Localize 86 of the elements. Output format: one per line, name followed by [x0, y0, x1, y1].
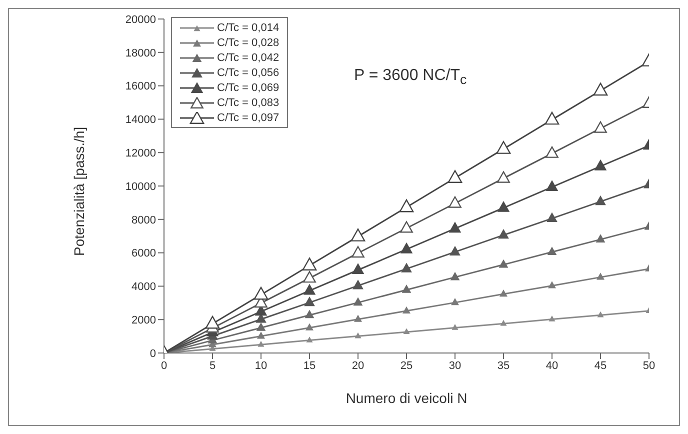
- x-axis-title: Numero di veicoli N: [346, 390, 468, 406]
- y-tick-label: 16000: [125, 80, 156, 93]
- point: [451, 298, 459, 306]
- point: [548, 247, 556, 256]
- point: [498, 202, 510, 212]
- point: [452, 324, 458, 330]
- point: [303, 271, 316, 283]
- y-tick-label: 6000: [132, 248, 156, 260]
- point: [595, 196, 606, 206]
- point: [400, 242, 412, 254]
- point: [258, 342, 264, 347]
- point: [350, 228, 366, 242]
- x-tick-label: 25: [400, 360, 413, 372]
- point: [352, 264, 364, 274]
- point: [549, 316, 555, 322]
- point: [596, 234, 605, 242]
- legend-label: C/Tc = 0,083: [217, 96, 280, 108]
- y-tick-label: 12000: [125, 148, 156, 160]
- y-tick-label: 14000: [125, 114, 156, 126]
- x-tick-label: 10: [254, 360, 268, 372]
- x-tick-label: 0: [160, 360, 168, 372]
- legend-label: C/Tc = 0,056: [217, 66, 280, 78]
- point: [400, 221, 413, 233]
- point: [355, 333, 361, 338]
- point: [205, 316, 220, 329]
- point: [450, 246, 460, 256]
- point: [598, 312, 604, 318]
- point: [352, 246, 364, 258]
- y-tick-label: 20000: [125, 14, 156, 26]
- y-tick-label: 10000: [125, 180, 156, 193]
- point: [548, 282, 556, 288]
- annotation: P = 3600 NC/T$_{c}$: [354, 67, 467, 88]
- y-tick-label: 0: [150, 348, 156, 360]
- point: [304, 297, 315, 306]
- point: [497, 171, 510, 183]
- legend-label: C/Tc = 0,014: [217, 22, 280, 34]
- point: [401, 263, 412, 272]
- point: [305, 310, 314, 318]
- x-tick-label: 15: [303, 360, 316, 372]
- legend-label: C/Tc = 0,069: [217, 82, 280, 94]
- x-tick-label: 30: [448, 360, 462, 372]
- x-tick-label: 5: [209, 360, 216, 372]
- point: [304, 284, 316, 295]
- point: [354, 315, 362, 322]
- y-tick-label: 18000: [125, 47, 156, 60]
- x-tick-label: 45: [594, 360, 607, 372]
- point: [399, 199, 414, 212]
- legend-label: C/Tc = 0,028: [217, 36, 280, 48]
- point: [449, 222, 461, 233]
- point: [256, 323, 266, 331]
- point: [306, 324, 314, 330]
- point: [448, 196, 462, 208]
- point: [596, 273, 604, 280]
- point: [594, 121, 607, 133]
- point: [499, 260, 508, 268]
- y-tick-label: 2000: [132, 314, 156, 327]
- point: [594, 160, 606, 170]
- point: [546, 146, 558, 158]
- point: [257, 332, 265, 339]
- y-axis-title: Potenzialità [pass./h]: [70, 126, 87, 256]
- x-tick-label: 50: [642, 360, 656, 372]
- legend-label: C/Tc = 0,042: [217, 52, 280, 64]
- point: [450, 272, 460, 280]
- point: [302, 258, 317, 270]
- point: [498, 230, 509, 239]
- x-tick-label: 20: [352, 360, 364, 372]
- point: [544, 112, 560, 125]
- point: [352, 280, 364, 290]
- point: [546, 180, 558, 192]
- point: [496, 141, 511, 154]
- point: [402, 307, 410, 314]
- point: [500, 320, 506, 326]
- point: [306, 337, 312, 342]
- point: [593, 82, 608, 96]
- point: [546, 212, 558, 222]
- legend-label: C/Tc = 0,097: [217, 112, 280, 124]
- point: [254, 286, 268, 300]
- y-tick-label: 4000: [132, 281, 156, 294]
- point: [404, 328, 410, 334]
- point: [402, 285, 411, 293]
- point: [500, 290, 508, 297]
- x-tick-label: 40: [546, 360, 558, 372]
- y-tick-label: 8000: [132, 214, 156, 226]
- point: [354, 298, 362, 306]
- point: [448, 170, 462, 183]
- x-tick-label: 35: [497, 360, 510, 372]
